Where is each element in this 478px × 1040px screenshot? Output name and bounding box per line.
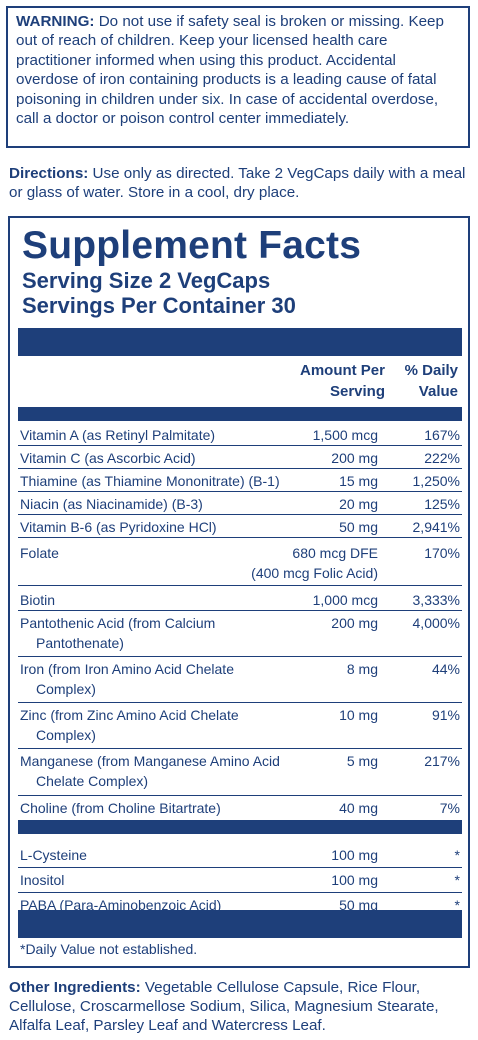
other-ingredients: Other Ingredients: Vegetable Cellulose C… xyxy=(9,978,475,1035)
thick-divider-top xyxy=(18,328,462,356)
row-divider xyxy=(18,514,462,515)
nutrient-amount: 100 mg xyxy=(331,847,378,863)
nutrient-name: L-Cysteine xyxy=(20,847,87,863)
nutrient-name: Biotin xyxy=(20,592,56,608)
thick-divider-bottom xyxy=(18,910,462,938)
warning-label: WARNING: xyxy=(16,13,95,30)
row-divider xyxy=(18,867,462,868)
row-divider xyxy=(18,468,462,469)
nutrient-amount: 50 mg xyxy=(339,519,378,535)
row-divider xyxy=(18,795,462,796)
supplement-facts-panel: Supplement Facts Serving Size 2 VegCaps … xyxy=(8,216,470,968)
nutrient-amount: 15 mg xyxy=(339,473,378,489)
other-ingredients-text: Vegetable Cellulose Capsule, Rice Flour,… xyxy=(9,979,439,1034)
nutrient-daily-value: * xyxy=(454,872,460,888)
nutrient-daily-value: 2,941% xyxy=(412,519,460,535)
thick-divider-mid xyxy=(18,820,462,834)
directions-text: Use only as directed. Take 2 VegCaps dai… xyxy=(9,165,466,201)
nutrient-daily-value: 91% xyxy=(431,707,460,723)
nutrient-daily-value: * xyxy=(454,897,460,913)
nutrient-name: Vitamin A (as Retinyl Palmitate) xyxy=(20,427,216,443)
nutrient-daily-value: 170% xyxy=(424,545,460,561)
row-divider xyxy=(18,610,462,611)
nutrient-amount: 100 mg xyxy=(331,872,378,888)
nutrient-name: Manganese (from Manganese Amino Acid Chel… xyxy=(20,753,280,789)
row-divider xyxy=(18,537,462,538)
nutrient-daily-value: 125% xyxy=(424,496,460,512)
directions: Directions: Use only as directed. Take 2… xyxy=(9,164,471,202)
nutrient-name: Vitamin B-6 (as Pyridoxine HCl) xyxy=(20,519,217,535)
nutrient-name: Vitamin C (as Ascorbic Acid) xyxy=(20,450,196,466)
nutrient-daily-value: 222% xyxy=(424,450,460,466)
nutrient-amount: 1,000 mcg xyxy=(312,592,378,608)
nutrient-name: Niacin (as Niacinamide) (B-3) xyxy=(20,496,203,512)
nutrient-amount: 5 mg xyxy=(346,753,378,769)
row-divider xyxy=(18,656,462,657)
nutrient-name: Thiamine (as Thiamine Mononitrate) (B-1) xyxy=(20,473,280,489)
facts-title: Supplement Facts xyxy=(22,224,362,267)
nutrient-amount: 1,500 mcg xyxy=(312,427,378,443)
nutrient-daily-value: 3,333% xyxy=(412,592,460,608)
row-divider xyxy=(18,748,462,749)
nutrient-name: Inositol xyxy=(20,872,65,888)
servings-per-container: Servings Per Container 30 xyxy=(22,293,296,318)
nutrient-amount: 40 mg xyxy=(339,800,378,816)
directions-label: Directions: xyxy=(9,165,89,182)
nutrient-name: PABA (Para-Aminobenzoic Acid) xyxy=(20,897,222,913)
warning-text: Do not use if safety seal is broken or m… xyxy=(16,13,444,128)
nutrient-amount: 8 mg xyxy=(346,661,378,677)
nutrient-daily-value: * xyxy=(454,847,460,863)
nutrient-daily-value: 217% xyxy=(424,753,460,769)
nutrient-amount: 50 mg xyxy=(339,897,378,913)
nutrient-amount: 680 mcg DFE xyxy=(292,545,378,561)
nutrient-daily-value: 167% xyxy=(424,427,460,443)
serving-size: Serving Size 2 VegCaps xyxy=(22,268,271,293)
row-divider xyxy=(18,585,462,586)
nutrient-name: Choline (from Choline Bitartrate) xyxy=(20,800,221,816)
nutrient-daily-value: 4,000% xyxy=(412,615,460,631)
nutrient-daily-value: 44% xyxy=(431,661,460,677)
nutrient-amount: 20 mg xyxy=(339,496,378,512)
warning-box: WARNING: Do not use if safety seal is br… xyxy=(6,6,470,148)
row-divider xyxy=(18,445,462,446)
nutrient-amount: 10 mg xyxy=(339,707,378,723)
nutrient-name: Pantothenic Acid (from Calcium Pantothena… xyxy=(20,615,216,651)
nutrient-amount-detail: (400 mcg Folic Acid) xyxy=(251,565,378,581)
row-divider xyxy=(18,491,462,492)
nutrient-daily-value: 7% xyxy=(439,800,460,816)
col-header-daily-value: % Daily Value xyxy=(404,362,458,400)
nutrient-amount: 200 mg xyxy=(331,450,378,466)
row-divider xyxy=(18,702,462,703)
row-divider xyxy=(18,892,462,893)
nutrient-name: Iron (from Iron Amino Acid Chelate Comple… xyxy=(20,661,234,697)
col-header-amount: Amount Per Serving xyxy=(299,362,385,400)
thick-divider-header xyxy=(18,407,462,421)
nutrient-amount: 200 mg xyxy=(331,615,378,631)
nutrient-daily-value: 1,250% xyxy=(412,473,460,489)
footnote: *Daily Value not established. xyxy=(20,941,198,957)
nutrient-name: Zinc (from Zinc Amino Acid Chelate Comple… xyxy=(20,707,239,743)
other-ingredients-label: Other Ingredients: xyxy=(9,979,141,996)
nutrient-name: Folate xyxy=(20,545,59,561)
